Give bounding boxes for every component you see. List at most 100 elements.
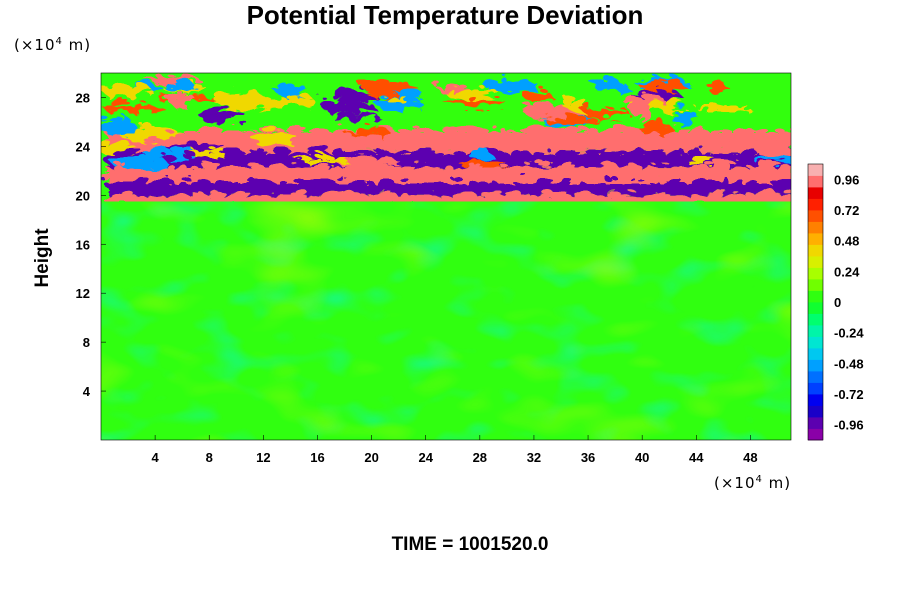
- heatmap-field: [101, 73, 791, 440]
- y-tick-label: 20: [76, 188, 90, 203]
- x-tick-label: 24: [418, 450, 433, 465]
- wave-blob: [635, 75, 682, 89]
- wave-blob: [159, 137, 220, 146]
- wave-blob: [101, 79, 149, 94]
- wave-blob: [518, 121, 557, 130]
- colorbar-label: 0.48: [834, 234, 859, 249]
- colorbar: 0.96 0.72 0.48 0.24 0 -0.24 -0.48 -0.72 -0.96: [807, 163, 864, 441]
- colorbar-segment: [808, 313, 823, 326]
- y-tick-label: 28: [76, 90, 90, 105]
- colorbar-label: -0.72: [834, 387, 864, 402]
- y-tick-label: 4: [83, 384, 91, 399]
- wave-blob: [290, 151, 344, 159]
- colorbar-label: -0.24: [834, 326, 864, 341]
- wave-blob: [680, 151, 712, 160]
- colorbar-frame: [807, 163, 824, 441]
- y-axis: 4 8 12 16 20 24 28: [76, 90, 106, 399]
- colorbar-segment: [808, 210, 823, 222]
- x-axis: 4 8 12 16 20 24 28 32 36 40 44 48: [152, 435, 758, 465]
- colorbar-segment: [808, 325, 823, 337]
- x-tick-label: 12: [256, 450, 270, 465]
- wave-blob: [748, 152, 791, 160]
- wave-blob: [247, 125, 293, 142]
- wave-blob: [539, 112, 594, 121]
- colorbar-segment: [808, 394, 823, 406]
- wave-blob: [164, 87, 191, 104]
- colorbar-segment: [808, 221, 823, 234]
- colorbar-segment: [808, 348, 823, 360]
- colorbar-label: 0.72: [834, 203, 859, 218]
- colorbar-segment: [808, 164, 823, 176]
- colorbar-segment: [808, 175, 823, 188]
- layer-band-4: [101, 146, 791, 162]
- wave-blob: [617, 91, 661, 101]
- wave-blob: [441, 83, 496, 95]
- wave-blob: [327, 109, 376, 117]
- colorbar-label: -0.96: [834, 418, 864, 433]
- plot-frame: [100, 72, 792, 441]
- x-tick-label: 16: [310, 450, 324, 465]
- wave-blob: [178, 143, 223, 152]
- colorbar-segment: [808, 290, 823, 303]
- x-tick-label: 4: [152, 450, 160, 465]
- colorbar-segment: [808, 267, 823, 280]
- layer-band-3: [101, 161, 791, 177]
- x-tick-label: 20: [364, 450, 378, 465]
- wave-blob: [101, 98, 160, 109]
- colorbar-segment: [808, 279, 823, 291]
- colorbar-segment: [808, 382, 823, 395]
- colorbar-segment: [808, 244, 823, 257]
- x-tick-label: 48: [743, 450, 757, 465]
- colorbar-label: -0.48: [834, 356, 864, 371]
- wave-blob: [692, 100, 746, 108]
- colorbar-segment: [808, 256, 823, 268]
- wave-blob: [666, 106, 695, 121]
- x-tick-label: 32: [527, 450, 541, 465]
- wave-blob: [702, 78, 725, 89]
- layer-band-1: [101, 189, 791, 202]
- wave-blob: [331, 151, 395, 163]
- wave-blob: [487, 133, 522, 144]
- wave-blob: [195, 104, 242, 119]
- y-axis-title: Height: [32, 228, 53, 288]
- wave-blob: [480, 74, 535, 89]
- heatmap-upper-layers: [101, 73, 791, 202]
- y-axis-unit: (×104 m): [14, 36, 91, 54]
- wave-blob: [627, 98, 648, 115]
- wave-blob: [361, 84, 393, 92]
- wave-blob: [454, 155, 502, 162]
- wave-blob: [517, 97, 556, 109]
- colorbar-label: 0: [834, 295, 841, 310]
- wave-blob: [635, 117, 668, 131]
- wave-blob: [317, 95, 371, 110]
- wave-blob: [330, 131, 375, 140]
- wave-blob: [107, 151, 163, 165]
- x-tick-label: 36: [581, 450, 595, 465]
- wave-blob: [588, 74, 619, 86]
- wave-blob: [207, 86, 267, 103]
- wave-blob: [380, 91, 404, 98]
- wave-blob: [101, 113, 131, 130]
- y-tick-label: 24: [76, 139, 91, 154]
- wave-blob: [559, 93, 585, 109]
- x-tick-label: 8: [206, 450, 213, 465]
- wave-blob: [518, 86, 548, 96]
- colorbar-segment: [808, 336, 823, 349]
- x-axis-unit: (×104 m): [714, 474, 791, 492]
- wave-blob: [157, 76, 190, 86]
- y-tick-label: 8: [83, 335, 90, 350]
- x-tick-label: 44: [689, 450, 704, 465]
- wave-blob: [463, 145, 488, 155]
- colorbar-segment: [808, 359, 823, 372]
- colorbar-label: 0.24: [834, 264, 860, 279]
- colorbar-segment: [808, 417, 823, 429]
- colorbar-segment: [808, 302, 823, 314]
- colorbar-label: 0.96: [834, 172, 859, 187]
- wave-blob: [101, 136, 132, 149]
- x-tick-label: 28: [473, 450, 487, 465]
- wave-blob: [577, 103, 626, 114]
- wave-blob: [720, 127, 763, 143]
- colorbar-segment: [808, 405, 823, 418]
- y-tick-label: 12: [76, 286, 90, 301]
